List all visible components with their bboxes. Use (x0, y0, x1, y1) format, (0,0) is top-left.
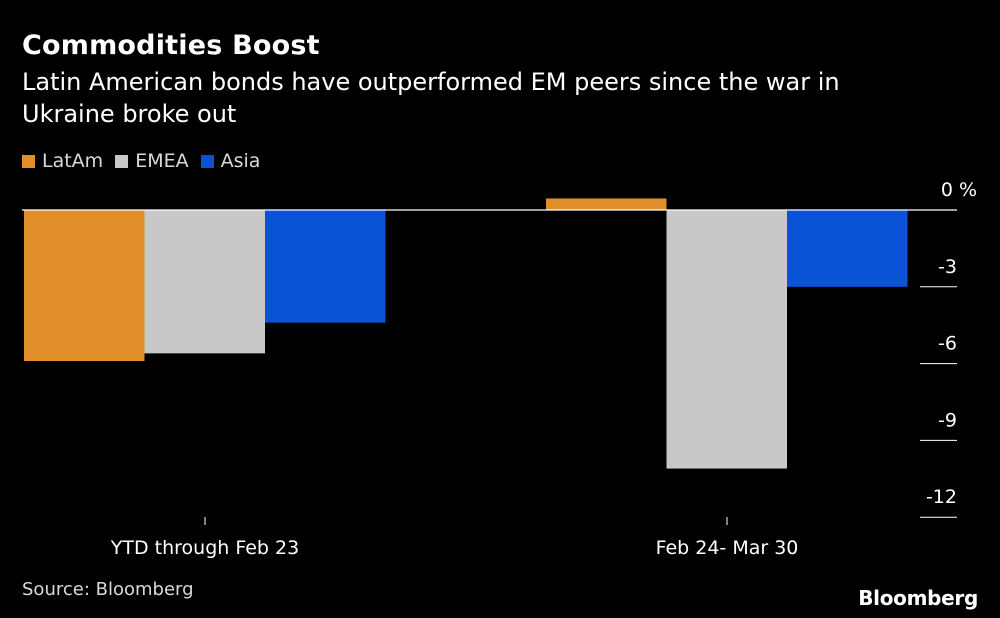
x-tick-label-ytd-through-feb-23: YTD through Feb 23 (110, 537, 299, 559)
bar-latam-feb-24-mar-30 (546, 198, 667, 210)
legend-swatch-asia (200, 154, 214, 168)
y-tick-label-9: -9 (938, 409, 957, 431)
legend-item-asia: Asia (200, 150, 261, 172)
legend-swatch-latam (22, 154, 35, 168)
bar-emea-feb-24-mar-30 (666, 210, 787, 469)
legend-item-latam: LatAm (22, 150, 103, 172)
bars-group (24, 198, 908, 469)
y-axis: 0 % -3 -6 -9 -12 (22, 179, 977, 518)
chart-subtitle: Latin American bonds have outperformed E… (22, 68, 840, 128)
legend-label-latam: LatAm (42, 150, 104, 172)
legend-label-asia: Asia (220, 150, 261, 172)
bar-asia-ytd-through-feb-23 (265, 210, 386, 323)
legend-item-emea: EMEA (115, 150, 189, 172)
y-tick-label-3: -3 (938, 256, 957, 278)
source-note: Source: Bloomberg (22, 579, 194, 600)
x-tick-label-feb-24-mar-30: Feb 24- Mar 30 (656, 537, 799, 559)
bar-asia-feb-24-mar-30 (787, 210, 908, 287)
bar-latam-ytd-through-feb-23 (24, 210, 145, 362)
y-tick-label-12: -12 (926, 486, 957, 508)
bloomberg-logo: Bloomberg (858, 586, 978, 610)
legend-label-emea: EMEA (135, 150, 189, 172)
legend-swatch-emea (115, 154, 129, 168)
legend: LatAm EMEA Asia (22, 150, 272, 172)
y-tick-label-0: 0 % (941, 179, 977, 201)
y-tick-label-6: -6 (938, 333, 957, 355)
chart-title: Commodities Boost (22, 30, 320, 61)
x-axis: YTD through Feb 23 Feb 24- Mar 30 (110, 517, 799, 559)
bar-emea-ytd-through-feb-23 (144, 210, 265, 354)
